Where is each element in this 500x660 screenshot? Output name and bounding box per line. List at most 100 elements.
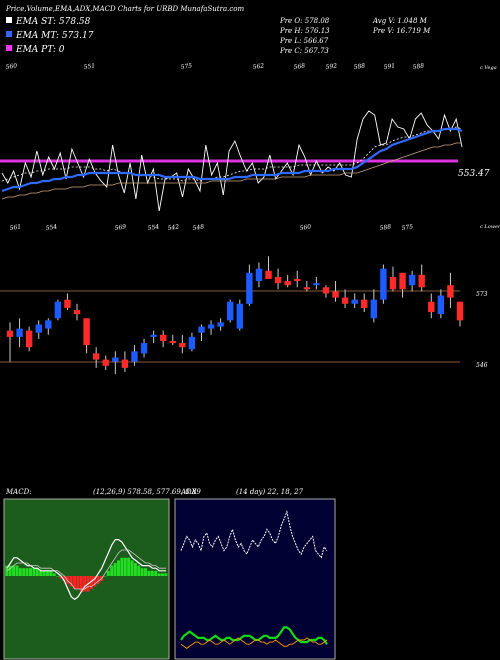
level-label: 546 (476, 362, 488, 369)
macd-title: MACD: (5, 488, 32, 496)
macd-histogram-bar (140, 568, 144, 576)
macd-histogram-bar (49, 570, 53, 576)
candle-body (64, 299, 71, 308)
support-value-label: 553.47 (458, 169, 490, 179)
legend-swatch-ema-mt (6, 31, 12, 37)
macd-values: (12,26,9) 578.58, 577.69, 0.89 (93, 488, 201, 496)
ema-bottom-label: 548 (192, 223, 204, 232)
macd-histogram-bar (150, 570, 154, 576)
macd-histogram-bar (42, 570, 46, 576)
stat-pre-low: Pre L: 566.67 (279, 37, 329, 45)
candle-body (169, 341, 176, 344)
adx-series-minus-di (180, 637, 328, 649)
candle-body (246, 272, 253, 304)
macd-histogram-bar (22, 568, 26, 576)
macd-histogram-bar (66, 576, 70, 584)
stat-pre-open: Pre O: 578.08 (279, 17, 330, 25)
candle-body (361, 299, 368, 308)
stat-pre-close: Pre C: 567.73 (279, 47, 329, 55)
macd-histogram-bar (62, 576, 66, 582)
candle-body (332, 291, 339, 298)
candle-body (207, 324, 215, 329)
macd-line (6, 539, 166, 601)
macd-histogram-bar (18, 568, 22, 576)
candle-body (255, 268, 263, 282)
ema-top-label: 568 (293, 62, 305, 71)
candlestick-panel: 573 546 c Lower 588 575 (0, 223, 500, 375)
macd-histogram-bar (164, 573, 168, 576)
macd-histogram-bar (127, 557, 131, 576)
candle-body (6, 330, 14, 337)
candle-body (437, 295, 445, 315)
candle-body (351, 299, 358, 304)
macd-histogram-bar (69, 576, 73, 587)
ema-top-label: 588 (353, 62, 365, 71)
candle-body (341, 297, 349, 304)
ema-top-label: 592 (325, 62, 337, 71)
candle-right-label: c Lower (480, 224, 500, 230)
legend-swatch-ema-st (6, 17, 12, 23)
stat-avg-volume: Avg V: 1.048 M (372, 17, 428, 25)
macd-histogram-bar (8, 565, 12, 576)
legend-label-ema-mt: EMA MT: 573.17 (15, 31, 94, 41)
candle-body (102, 359, 109, 366)
ema-panel: 553.47 560 551 575 562 568 592 588 591 588 561 554 5… (0, 62, 497, 232)
macd-histogram-bar (157, 573, 161, 576)
macd-histogram-bar (144, 568, 148, 576)
macd-histogram-bar (15, 565, 19, 576)
candle-body (188, 336, 196, 350)
macd-histogram-bar (59, 576, 63, 579)
macd-histogram-bar (96, 576, 100, 584)
candle-body (83, 318, 90, 346)
legend-label-ema-pt: EMA PT: 0 (15, 45, 65, 55)
macd-histogram-bar (160, 573, 164, 576)
candle-body (313, 283, 320, 286)
macd-histogram-bar (39, 570, 43, 576)
macd-histogram-bar (120, 557, 124, 576)
stat-pre-high: Pre H: 576.13 (279, 27, 330, 35)
candle-body (112, 357, 119, 362)
ema-series-price (1, 110, 463, 212)
macd-histogram-bar (133, 563, 137, 576)
macd-histogram-bar (103, 576, 107, 577)
candle-body (227, 301, 234, 321)
ema-bottom-label: 561 (9, 223, 21, 232)
legend-ema-pt: EMA PT: 0 (6, 45, 65, 55)
macd-histogram-bar (137, 565, 141, 576)
macd-panel-frame (3, 498, 170, 660)
macd-histogram-bar (25, 568, 29, 576)
candle-body (92, 353, 100, 360)
macd-histogram-bar (154, 570, 158, 576)
macd-signal-line (6, 549, 166, 590)
candle-body (274, 276, 282, 284)
candle-body (35, 324, 42, 333)
candle-body (121, 359, 129, 368)
candle-body (25, 330, 33, 348)
legend-label-ema-st: EMA ST: 578.58 (15, 17, 91, 27)
macd-histogram-bar (29, 568, 33, 576)
candle-body (179, 343, 186, 348)
ema-top-label: 591 (383, 62, 395, 71)
ema-right-label: c Vega (480, 65, 497, 71)
legend-ema-st: EMA ST: 578.58 (6, 17, 91, 27)
macd-histogram-bar (35, 568, 39, 576)
macd-histogram-bar (89, 576, 93, 589)
macd-histogram-bar (5, 565, 9, 576)
ema-top-label: 575 (180, 62, 192, 71)
macd-histogram-bar (130, 560, 134, 576)
candle-body (456, 301, 464, 321)
chart-title: Price,Volume,EMA,ADX,MACD Charts for URB… (5, 5, 244, 13)
candle-body (140, 343, 148, 354)
candle-body (294, 279, 301, 282)
macd-histogram-bar (106, 570, 110, 576)
ema-bottom-label: 554 (45, 223, 57, 232)
candle-body (159, 334, 167, 341)
candle-body (389, 276, 397, 290)
candle-body (322, 287, 330, 294)
candle-body (428, 301, 435, 313)
candle-body (150, 334, 157, 337)
candle-body (418, 274, 425, 288)
ema-bottom-label: 542 (167, 223, 179, 232)
candle-body (447, 285, 454, 298)
